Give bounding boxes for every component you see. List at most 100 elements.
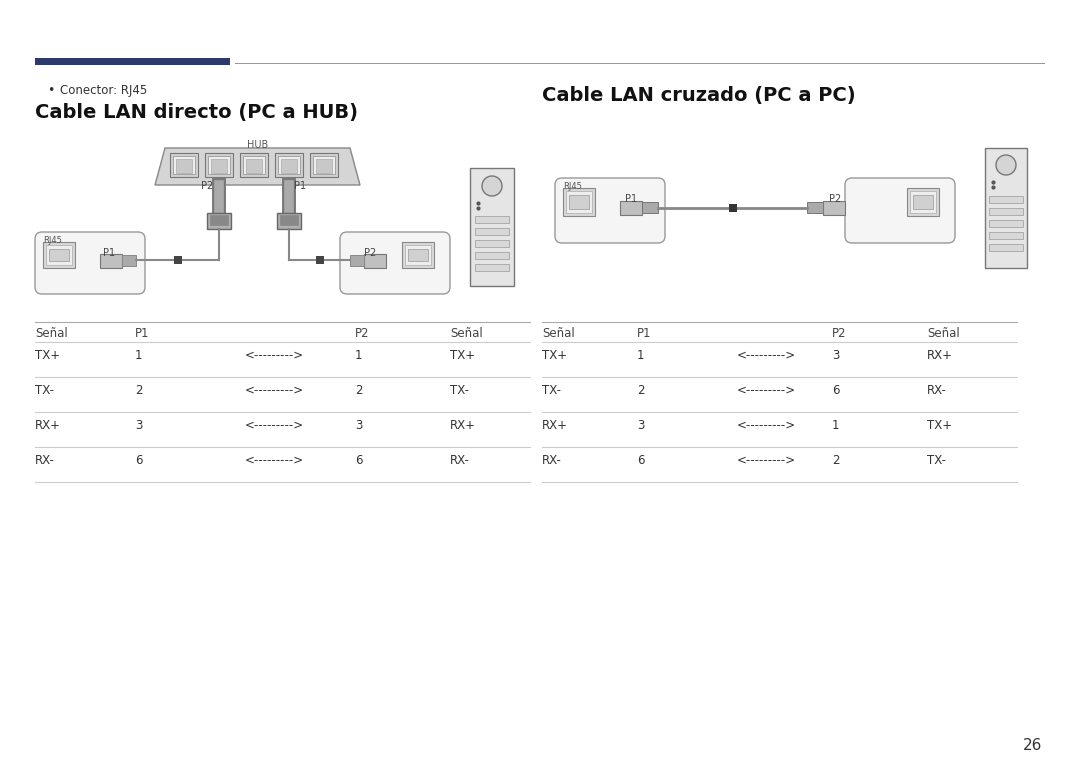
Bar [208,156,230,174]
Text: 2: 2 [355,384,363,397]
Text: 26: 26 [1023,738,1042,753]
Text: 1: 1 [832,419,839,432]
Bar [243,156,265,174]
Text: <--------->: <---------> [737,454,796,467]
Text: 3: 3 [637,419,645,432]
Text: •: • [48,84,54,97]
Bar [316,159,332,173]
Text: Cable LAN cruzado (PC a PC): Cable LAN cruzado (PC a PC) [542,86,855,105]
Text: 6: 6 [355,454,363,467]
Text: 2: 2 [637,384,645,397]
Bar [43,242,75,268]
Text: RX-: RX- [542,454,562,467]
Bar [729,204,737,212]
Bar [642,202,658,213]
Text: P1: P1 [637,327,651,340]
Bar [122,255,136,266]
Bar [408,249,428,261]
Text: TX-: TX- [542,384,561,397]
Bar [100,254,122,268]
Text: 3: 3 [355,419,363,432]
Bar [276,213,301,229]
Text: TX+: TX+ [35,349,60,362]
Text: Señal: Señal [35,327,68,340]
FancyBboxPatch shape [555,178,665,243]
Text: Conector: RJ45: Conector: RJ45 [60,84,147,97]
Text: 1: 1 [355,349,363,362]
Bar [205,153,233,177]
Bar [475,252,509,259]
Text: TX+: TX+ [927,419,953,432]
Text: 3: 3 [135,419,143,432]
Circle shape [996,155,1016,175]
Bar [246,159,262,173]
Bar [989,196,1023,203]
Text: P1: P1 [294,181,306,191]
Text: 6: 6 [637,454,645,467]
Text: P2: P2 [355,327,369,340]
Bar [207,213,231,229]
Text: P1: P1 [103,248,116,258]
Text: RJ45: RJ45 [43,236,62,245]
Text: Cable LAN directo (PC a HUB): Cable LAN directo (PC a HUB) [35,103,357,122]
Bar [281,159,297,173]
Text: <--------->: <---------> [245,349,305,362]
Bar [823,201,845,215]
Text: 6: 6 [135,454,143,467]
Bar [211,159,227,173]
Bar [278,156,300,174]
Text: P1: P1 [135,327,149,340]
Text: TX-: TX- [927,454,946,467]
Text: Señal: Señal [927,327,960,340]
Bar [910,191,936,213]
Bar [475,216,509,223]
Bar [315,256,324,264]
Bar [913,195,933,209]
Text: 6: 6 [832,384,839,397]
Text: <--------->: <---------> [245,384,305,397]
Text: Señal: Señal [450,327,483,340]
Bar [275,153,303,177]
Text: P1: P1 [625,194,637,204]
Text: RJ45: RJ45 [563,182,582,191]
Bar [989,232,1023,239]
Bar [310,153,338,177]
FancyBboxPatch shape [845,178,955,243]
Bar [49,249,69,261]
Text: 1: 1 [637,349,645,362]
Bar [470,168,514,286]
Bar [176,159,192,173]
Bar [313,156,335,174]
Text: HUB: HUB [247,140,268,150]
Bar [620,201,642,215]
Bar [569,195,589,209]
Text: RX+: RX+ [35,419,60,432]
Bar [170,153,198,177]
Bar [907,188,939,216]
Text: 1: 1 [135,349,143,362]
Bar [173,156,195,174]
Text: RX+: RX+ [450,419,476,432]
Bar [405,245,431,265]
FancyBboxPatch shape [340,232,450,294]
Text: TX+: TX+ [450,349,475,362]
Circle shape [482,176,502,196]
Text: TX-: TX- [450,384,469,397]
Bar [475,264,509,271]
Text: RX+: RX+ [542,419,568,432]
Text: 3: 3 [832,349,839,362]
Bar [807,202,823,213]
Text: <--------->: <---------> [245,454,305,467]
FancyBboxPatch shape [35,232,145,294]
Text: <--------->: <---------> [737,384,796,397]
Bar [985,148,1027,268]
Text: P2: P2 [201,181,213,191]
Bar [235,63,1045,64]
Text: <--------->: <---------> [245,419,305,432]
Text: 2: 2 [135,384,143,397]
Text: RX-: RX- [927,384,947,397]
Bar [989,244,1023,251]
Text: 2: 2 [832,454,839,467]
Polygon shape [156,148,360,185]
Bar [364,254,386,268]
